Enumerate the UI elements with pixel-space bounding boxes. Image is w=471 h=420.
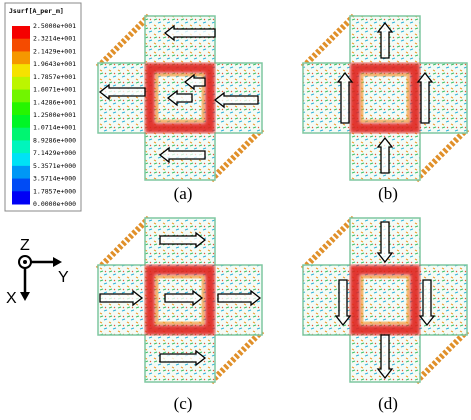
current-arrow bbox=[376, 334, 394, 380]
current-arrow bbox=[217, 289, 262, 307]
legend-value: 2.5000e+001 bbox=[33, 22, 76, 30]
panel-label: (a) bbox=[174, 184, 193, 203]
y-axis-label: Y bbox=[58, 269, 69, 286]
legend-swatch bbox=[12, 76, 30, 91]
current-arrow bbox=[336, 71, 354, 124]
current-ring-inner bbox=[360, 275, 410, 325]
current-arrow bbox=[376, 21, 394, 59]
legend-swatch bbox=[12, 127, 30, 141]
current-ring bbox=[145, 63, 215, 133]
current-arrow bbox=[334, 279, 352, 327]
legend-value: 3.5714e+000 bbox=[33, 175, 76, 183]
current-arrow bbox=[166, 89, 193, 107]
current-arrow bbox=[99, 289, 144, 307]
legend-swatch bbox=[12, 191, 30, 205]
current-arrow bbox=[98, 83, 146, 101]
current-arrow bbox=[159, 231, 207, 249]
current-ring bbox=[350, 63, 420, 133]
legend-swatch bbox=[12, 153, 30, 167]
current-ring-inner bbox=[155, 275, 205, 325]
legend-swatch bbox=[12, 102, 30, 116]
diagonal-strip bbox=[95, 13, 152, 70]
diagonal-strip bbox=[300, 13, 357, 70]
diagonal-strip bbox=[300, 215, 357, 272]
legend-value: 0.0000e+000 bbox=[33, 200, 76, 208]
current-ring-inner bbox=[360, 73, 410, 123]
panel: (c) bbox=[95, 215, 265, 413]
legend-value: 7.1429e+000 bbox=[33, 149, 76, 157]
legend: 2.5000e+001 2.3214e+001 2.1429e+001 1.9643e… bbox=[12, 22, 76, 208]
axis-triad: Z Y X bbox=[6, 237, 69, 307]
panel: (d) bbox=[300, 215, 470, 413]
legend-title: Jsurf[A_per_m] bbox=[9, 7, 64, 15]
diagonal-strip bbox=[208, 126, 265, 183]
current-arrow bbox=[213, 91, 259, 109]
current-arrow bbox=[183, 73, 206, 91]
panel: (b) bbox=[300, 13, 470, 203]
current-arrow bbox=[163, 24, 216, 42]
legend-value: 2.3214e+001 bbox=[33, 35, 76, 43]
legend-swatch bbox=[12, 26, 30, 40]
current-ring bbox=[145, 265, 215, 335]
z-axis-dot bbox=[23, 260, 27, 264]
y-axis-head bbox=[53, 257, 62, 267]
panel-label: (d) bbox=[378, 394, 398, 413]
legend-value: 1.2500e+001 bbox=[33, 111, 76, 119]
current-ring-inner bbox=[155, 73, 205, 123]
current-arrow bbox=[159, 349, 207, 367]
current-arrow bbox=[158, 146, 206, 164]
current-arrow bbox=[416, 71, 434, 124]
current-ring bbox=[350, 265, 420, 335]
panels: (a) (b) (c) (d) bbox=[95, 13, 470, 413]
panel-label: (b) bbox=[378, 184, 398, 203]
legend-value: 2.1429e+001 bbox=[33, 47, 76, 55]
current-arrow bbox=[376, 136, 394, 174]
legend-swatch bbox=[12, 64, 30, 78]
diagonal-strip bbox=[413, 126, 470, 183]
legend-swatch bbox=[12, 178, 30, 192]
x-axis-head bbox=[20, 292, 30, 301]
legend-value: 1.7857e+001 bbox=[33, 73, 76, 81]
z-axis-label: Z bbox=[20, 237, 30, 254]
legend-value: 1.6071e+001 bbox=[33, 86, 76, 94]
legend-value: 5.3571e+000 bbox=[33, 162, 76, 170]
diagonal-strip bbox=[208, 328, 265, 385]
legend-swatch bbox=[12, 38, 30, 52]
legend-swatch bbox=[12, 115, 30, 129]
legend-swatch bbox=[12, 140, 30, 154]
legend-swatch bbox=[12, 89, 30, 103]
current-arrow bbox=[418, 279, 436, 327]
legend-value: 1.7857e+000 bbox=[33, 187, 76, 195]
panel: (a) bbox=[95, 13, 265, 203]
legend-swatch bbox=[12, 165, 30, 180]
legend-value: 1.4286e+001 bbox=[33, 98, 76, 106]
legend-value: 1.9643e+001 bbox=[33, 60, 76, 68]
current-arrow bbox=[376, 221, 394, 264]
legend-swatch bbox=[12, 51, 30, 65]
legend-value: 8.9286e+000 bbox=[33, 136, 76, 144]
diagonal-strip bbox=[413, 328, 470, 385]
panel-label: (c) bbox=[174, 394, 193, 413]
x-axis-label: X bbox=[6, 290, 17, 307]
legend-value: 1.0714e+001 bbox=[33, 124, 76, 132]
diagonal-strip bbox=[95, 215, 152, 272]
current-arrow bbox=[164, 289, 204, 307]
